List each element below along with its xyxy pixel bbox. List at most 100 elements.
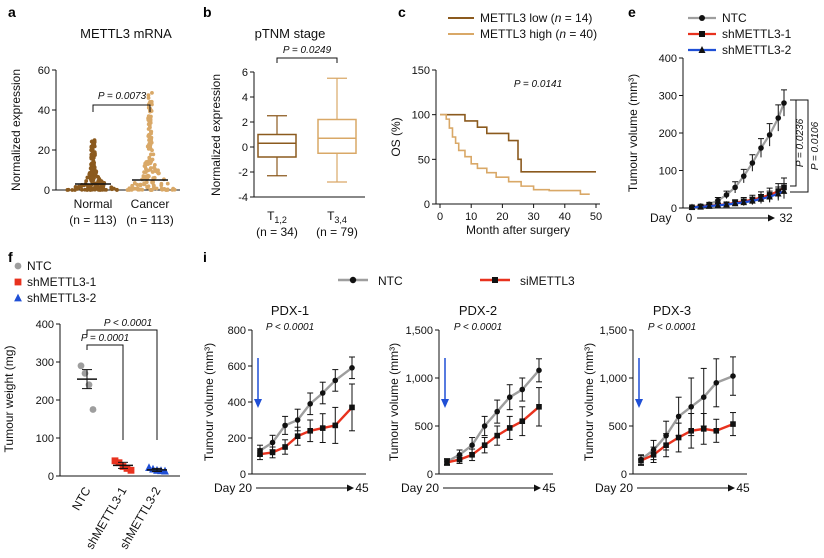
panel-a-point-cancer xyxy=(165,181,170,186)
panel-pdx1-title: PDX-1 xyxy=(271,303,309,318)
panel-c-x-tick-label: 20 xyxy=(496,211,508,223)
panel-a-point-cancer xyxy=(149,131,153,136)
panel-a-title: METTL3 mRNA xyxy=(80,26,172,41)
panel-pdx2-point xyxy=(444,459,450,466)
panel-e-x-end: 32 xyxy=(779,211,793,225)
panel-f-y-tick-label: 300 xyxy=(36,357,54,369)
panel-a-point-cancer xyxy=(149,114,153,119)
panel-letter-i: i xyxy=(203,249,207,265)
panel-e-legend-marker xyxy=(699,31,705,37)
panel-e-legend-label: shMETTL3-1 xyxy=(722,27,792,41)
panel-e-point xyxy=(715,197,721,204)
panel-e-point xyxy=(766,192,773,200)
panel-a-point-normal xyxy=(85,188,90,192)
panel-pdx2-point xyxy=(506,394,513,401)
panel-pdx3-y-tick-label: 500 xyxy=(609,421,627,433)
panel-e-bracket-2 xyxy=(790,99,809,193)
panel-c-x-tick-label: 40 xyxy=(559,211,571,223)
panel-pdx3-point xyxy=(730,421,736,427)
panel-a-point-normal xyxy=(97,177,102,182)
panel-a-point-normal xyxy=(91,142,96,147)
panel-e-y-tick-label: 0 xyxy=(671,203,677,215)
panel-f-point xyxy=(77,362,85,370)
panel-a-point-cancer xyxy=(143,166,148,171)
panel-pdx2-point xyxy=(481,423,488,429)
panel-e-point xyxy=(766,132,773,138)
panel-a-point-cancer xyxy=(162,187,167,191)
panel-pdx2-point xyxy=(469,442,475,449)
panel-pdx1-y-tick-label: 400 xyxy=(228,397,246,409)
panel-e-pvalue-1: P = 0.0236 xyxy=(795,118,806,167)
panel-a-point-cancer xyxy=(147,158,152,163)
panel-a-point-cancer xyxy=(159,183,164,188)
panel-a-point-normal xyxy=(90,149,95,154)
panel-pdx1-series-line xyxy=(259,366,353,452)
panel-a-point-cancer xyxy=(145,176,150,181)
panel-pdx1-y-tick-label: 800 xyxy=(228,325,246,337)
panel-a-point-cancer xyxy=(146,93,151,98)
panel-e-y-tick-label: 400 xyxy=(659,53,677,65)
panel-f-legend-marker xyxy=(14,278,22,286)
panel-pdx1-point xyxy=(294,433,301,439)
panel-pdx3-treatment-arrow-head xyxy=(635,399,643,408)
panel-pdx3-x-end: 45 xyxy=(736,481,750,495)
panel-a-point-normal xyxy=(92,167,97,171)
panel-f-pvalue-1: P < 0.0001 xyxy=(104,318,152,329)
panel-pdx3-point xyxy=(675,413,682,420)
panel-a-point-cancer xyxy=(149,109,154,113)
panel-e-point xyxy=(775,115,782,121)
panel-a-point-normal xyxy=(95,174,100,179)
panel-a-bracket xyxy=(92,104,151,112)
panel-f-legend-label: shMETTL3-2 xyxy=(27,291,97,305)
panel-e-point xyxy=(714,201,722,209)
panel-pdx3-x-arrow-head xyxy=(728,484,735,492)
panel-e-y-label: Tumour volume (mm³) xyxy=(626,74,640,192)
panel-pdx1-y-tick-label: 600 xyxy=(228,361,246,373)
panel-pdx2-point xyxy=(536,404,542,410)
panel-e-point xyxy=(740,173,747,179)
panel-a-point-cancer xyxy=(141,174,146,178)
panel-pdx1-y-label: Tumour volume (mm³) xyxy=(202,343,216,461)
panel-a-point-normal xyxy=(109,186,114,191)
panel-e-y-tick-label: 300 xyxy=(659,91,677,103)
panel-pdx1-point xyxy=(282,422,288,429)
panel-e-point xyxy=(697,203,704,210)
panel-e-point xyxy=(723,200,730,208)
panel-a-point-normal xyxy=(66,187,71,192)
panel-pdx2-point xyxy=(481,442,488,448)
panel-a-point-cancer xyxy=(148,117,153,122)
panel-pdx1-y-tick-label: 0 xyxy=(240,469,246,481)
panel-a-point-normal xyxy=(89,172,94,177)
panel-a-group-label: Normal xyxy=(74,197,113,211)
panel-pdx1-point xyxy=(332,377,339,384)
panel-i-legend-ntc-marker xyxy=(349,276,357,284)
panel-a-point-normal xyxy=(88,187,93,192)
panel-a-group-n: (n = 113) xyxy=(126,213,173,227)
panel-b-group-n: (n = 34) xyxy=(256,225,298,239)
panel-pdx1-point xyxy=(269,439,276,446)
panel-pdx2-pvalue: P < 0.0001 xyxy=(454,322,502,333)
panel-pdx3-point xyxy=(700,394,707,401)
panel-a-point-cancer xyxy=(142,181,147,186)
panel-e-point xyxy=(740,198,748,206)
panel-a-group-label: Cancer xyxy=(131,197,170,211)
panel-pdx2-x-end: 45 xyxy=(542,481,556,495)
panel-b-y-tick-label: -4 xyxy=(238,192,248,204)
panel-a-point-normal xyxy=(92,138,97,143)
panel-pdx1-point xyxy=(319,390,326,396)
panel-f-y-label: Tumour weight (mg) xyxy=(2,346,16,453)
panel-pdx2-point xyxy=(519,386,526,393)
panel-c-series-low xyxy=(440,113,596,173)
panel-a-y-tick-label: 40 xyxy=(38,105,50,117)
panel-e-point xyxy=(780,187,788,194)
panel-a-point-cancer xyxy=(148,166,153,170)
panel-b-y-tick-label: 2 xyxy=(242,117,248,129)
panel-e-x-label: Day xyxy=(650,211,671,225)
panel-a-point-cancer xyxy=(140,187,145,192)
panel-e-x-start: 0 xyxy=(686,211,693,225)
panel-pdx3-point xyxy=(688,404,694,410)
panel-pdx1-point xyxy=(349,404,355,411)
panel-a-y-tick-label: 20 xyxy=(38,145,50,157)
panel-a-point-normal xyxy=(90,161,95,165)
